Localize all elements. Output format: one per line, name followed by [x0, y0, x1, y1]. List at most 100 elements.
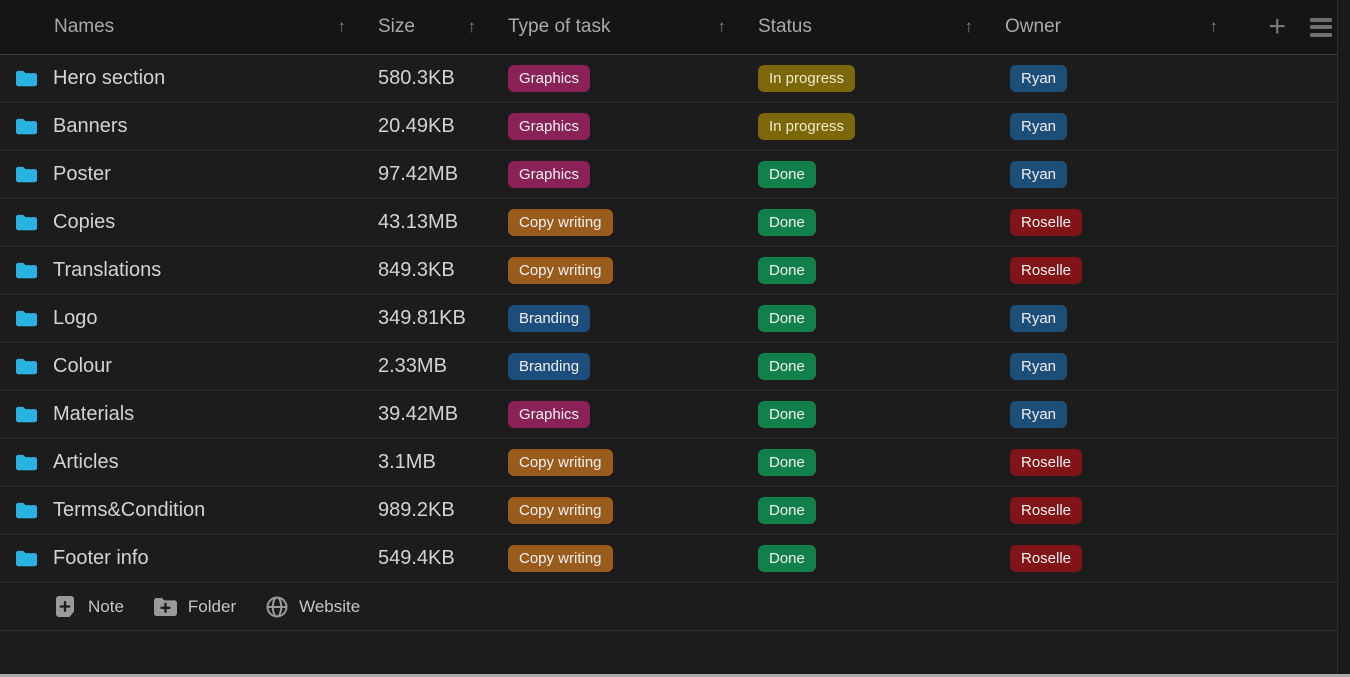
type-badge[interactable]: Copy writing: [508, 449, 613, 476]
globe-icon: [266, 596, 288, 617]
sort-arrow-icon[interactable]: ↑: [964, 17, 974, 36]
owner-badge[interactable]: Ryan: [1010, 161, 1068, 188]
add-folder-button[interactable]: Folder: [153, 596, 237, 617]
name-cell: Materials: [0, 403, 378, 426]
folder-icon: [16, 166, 37, 183]
folder-add-icon: [153, 598, 177, 616]
owner-badge[interactable]: Roselle: [1010, 545, 1083, 572]
status-badge[interactable]: Done: [758, 161, 816, 188]
column-label-size: Size: [378, 16, 415, 37]
status-badge[interactable]: Done: [758, 449, 816, 476]
type-badge[interactable]: Graphics: [508, 113, 591, 140]
folder-icon: [16, 262, 37, 279]
type-badge[interactable]: Branding: [508, 353, 591, 380]
folder-icon: [16, 358, 37, 375]
add-column-icon[interactable]: +: [1268, 10, 1286, 43]
file-size: 989.2KB: [378, 499, 455, 521]
type-badge[interactable]: Copy writing: [508, 545, 613, 572]
add-folder-label: Folder: [187, 596, 237, 616]
folder-name: Hero section: [53, 67, 166, 89]
column-label-owner: Owner: [1005, 16, 1061, 37]
folder-name: Colour: [53, 355, 112, 377]
column-header-owner: Owner ↑: [1005, 0, 1250, 54]
owner-badge[interactable]: Ryan: [1010, 113, 1068, 140]
status-badge[interactable]: Done: [758, 497, 816, 524]
file-size: 39.42MB: [378, 403, 459, 425]
type-badge[interactable]: Branding: [508, 305, 591, 332]
owner-badge[interactable]: Ryan: [1010, 401, 1068, 428]
vertical-scrollbar-track[interactable]: [1337, 0, 1350, 674]
folder-name: Materials: [53, 403, 135, 425]
folder-icon: [16, 550, 37, 567]
file-size: 3.1MB: [378, 451, 436, 473]
name-cell: Copies: [0, 211, 378, 234]
column-header-names: Names ↑: [0, 0, 378, 54]
type-badge[interactable]: Graphics: [508, 161, 591, 188]
table-row[interactable]: Terms&Condition 989.2KB Copy writing Don…: [0, 487, 1350, 535]
file-size: 549.4KB: [378, 547, 455, 569]
status-badge[interactable]: Done: [758, 401, 816, 428]
type-badge[interactable]: Copy writing: [508, 257, 613, 284]
column-label-status: Status: [758, 16, 812, 37]
folder-icon: [16, 70, 37, 87]
file-size: 97.42MB: [378, 163, 459, 185]
table-row[interactable]: Poster 97.42MB Graphics Done Ryan: [0, 151, 1350, 199]
owner-badge[interactable]: Roselle: [1010, 257, 1083, 284]
sort-arrow-icon[interactable]: ↑: [717, 17, 727, 36]
table-row[interactable]: Articles 3.1MB Copy writing Done Roselle: [0, 439, 1350, 487]
owner-badge[interactable]: Roselle: [1010, 497, 1083, 524]
status-badge[interactable]: Done: [758, 305, 816, 332]
table-row[interactable]: Copies 43.13MB Copy writing Done Roselle: [0, 199, 1350, 247]
type-badge[interactable]: Graphics: [508, 65, 591, 92]
menu-icon[interactable]: [1310, 17, 1332, 37]
name-cell: Banners: [0, 115, 378, 138]
owner-badge[interactable]: Ryan: [1010, 305, 1068, 332]
file-size: 20.49KB: [378, 115, 455, 137]
add-website-button[interactable]: Website: [266, 596, 360, 618]
add-note-button[interactable]: Note: [56, 595, 124, 618]
column-header-size: Size ↑: [378, 0, 508, 54]
folder-name: Poster: [53, 163, 111, 185]
folder-name: Articles: [53, 451, 119, 473]
table-row[interactable]: Colour 2.33MB Branding Done Ryan: [0, 343, 1350, 391]
status-badge[interactable]: Done: [758, 545, 816, 572]
status-badge[interactable]: In progress: [758, 113, 856, 140]
create-actions-bar: Note Folder Website: [0, 583, 1350, 631]
status-badge[interactable]: Done: [758, 257, 816, 284]
status-badge[interactable]: Done: [758, 353, 816, 380]
owner-badge[interactable]: Roselle: [1010, 209, 1083, 236]
name-cell: Colour: [0, 355, 378, 378]
owner-badge[interactable]: Roselle: [1010, 449, 1083, 476]
sort-arrow-icon[interactable]: ↑: [337, 17, 347, 36]
table-row[interactable]: Hero section 580.3KB Graphics In progres…: [0, 55, 1350, 103]
owner-badge[interactable]: Ryan: [1010, 65, 1068, 92]
file-size: 580.3KB: [378, 67, 455, 89]
table-row[interactable]: Footer info 549.4KB Copy writing Done Ro…: [0, 535, 1350, 583]
sort-arrow-icon[interactable]: ↑: [1209, 17, 1219, 36]
folder-icon: [16, 118, 37, 135]
table-row[interactable]: Logo 349.81KB Branding Done Ryan: [0, 295, 1350, 343]
type-badge[interactable]: Graphics: [508, 401, 591, 428]
table-row[interactable]: Translations 849.3KB Copy writing Done R…: [0, 247, 1350, 295]
add-note-label: Note: [88, 596, 124, 616]
name-cell: Poster: [0, 163, 378, 186]
status-badge[interactable]: Done: [758, 209, 816, 236]
file-size: 849.3KB: [378, 259, 455, 281]
folder-icon: [16, 454, 37, 471]
footer-empty-area: [0, 631, 1350, 669]
note-add-icon: [56, 595, 74, 617]
folder-icon: [16, 502, 37, 519]
table-row[interactable]: Banners 20.49KB Graphics In progress Rya…: [0, 103, 1350, 151]
table-row[interactable]: Materials 39.42MB Graphics Done Ryan: [0, 391, 1350, 439]
owner-badge[interactable]: Ryan: [1010, 353, 1068, 380]
status-badge[interactable]: In progress: [758, 65, 856, 92]
type-badge[interactable]: Copy writing: [508, 497, 613, 524]
folder-icon: [16, 406, 37, 423]
type-badge[interactable]: Copy writing: [508, 209, 613, 236]
horizontal-scrollbar[interactable]: [0, 674, 1350, 677]
name-cell: Logo: [0, 307, 378, 330]
sort-arrow-icon[interactable]: ↑: [467, 17, 477, 36]
column-header-type: Type of task ↑: [508, 0, 758, 54]
file-size: 349.81KB: [378, 307, 466, 329]
